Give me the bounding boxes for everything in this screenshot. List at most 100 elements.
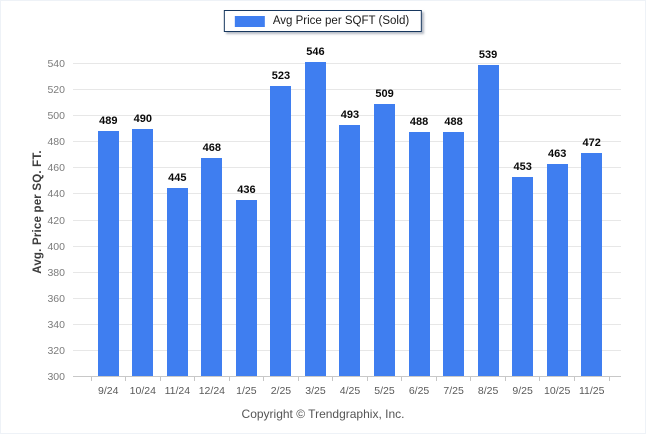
bar [581, 152, 603, 377]
gridline-520 [73, 89, 621, 91]
x-tick-label: 7/25 [443, 385, 464, 397]
x-tick-label: 12/24 [198, 385, 225, 397]
bar [443, 131, 465, 377]
x-tick-label: 2/25 [270, 385, 292, 397]
bar-group-11/24: 445 11/24 [160, 46, 195, 397]
x-axis-tick [435, 377, 437, 381]
legend-label: Avg Price per SQFT (Sold) [272, 15, 410, 27]
x-axis-tick [332, 377, 334, 381]
x-axis-tick [194, 377, 196, 381]
x-axis-tick [228, 377, 230, 381]
bar-value-label: 463 [547, 148, 567, 161]
bar-group-12/24: 468 12/24 [195, 46, 230, 397]
bar-value-label: 509 [375, 88, 394, 101]
bar-value-label: 523 [271, 70, 291, 83]
bar [477, 65, 499, 377]
bar-value-label: 436 [237, 183, 256, 196]
bar-group-2/25: 523 2/25 [264, 46, 299, 397]
bar [97, 130, 119, 377]
x-axis-tick [539, 377, 541, 381]
y-tick-label-420: 420 [47, 214, 65, 227]
x-axis-tick [573, 377, 575, 381]
bar-group-11/25: 472 11/25 [574, 46, 609, 397]
y-tick-label-360: 360 [47, 292, 65, 305]
x-tick-label: 4/25 [339, 385, 361, 397]
bar-group-10/24: 490 10/24 [126, 46, 161, 397]
bar-group-3/25: 546 3/25 [298, 46, 333, 397]
bar-group-6/25: 488 6/25 [402, 46, 437, 397]
x-tick-label: 6/25 [408, 385, 430, 397]
y-tick-label-320: 320 [47, 344, 65, 357]
bar-value-label: 490 [133, 113, 152, 126]
y-tick-label-300: 300 [47, 371, 65, 383]
bar [512, 177, 534, 377]
bar-value-label: 493 [340, 109, 360, 122]
x-axis-tick [263, 377, 265, 381]
bar-group-5/25: 509 5/25 [367, 46, 402, 397]
x-tick-label: 10/24 [129, 385, 156, 397]
bar-value-label: 468 [202, 141, 222, 154]
legend-swatch-icon [234, 15, 265, 27]
x-tick-label: 9/25 [512, 385, 533, 397]
bar [270, 86, 292, 377]
x-axis-tick [608, 377, 610, 381]
bar-value-label: 546 [306, 46, 325, 58]
x-axis-tick [504, 377, 506, 381]
x-axis-tick [470, 377, 472, 381]
bar [166, 187, 188, 377]
bar-value-label: 445 [168, 171, 187, 184]
y-tick-label-540: 540 [47, 58, 65, 70]
x-axis-tick [159, 377, 161, 381]
y-tick-label-440: 440 [47, 188, 65, 201]
bar [201, 157, 223, 377]
x-tick-label: 1/25 [236, 385, 257, 397]
bar [546, 164, 568, 377]
bar [235, 199, 257, 377]
x-tick-label: 9/24 [98, 385, 119, 397]
x-tick-label: 11/25 [578, 385, 605, 397]
x-tick-label: 10/25 [544, 385, 571, 397]
x-axis-tick [366, 377, 368, 381]
x-tick-label: 3/25 [305, 385, 326, 397]
bar [374, 104, 396, 377]
bar [408, 131, 430, 377]
bar-group-10/25: 463 10/25 [540, 46, 575, 397]
legend: Avg Price per SQFT (Sold) [223, 10, 423, 32]
bar [132, 129, 154, 377]
y-tick-label-400: 400 [47, 240, 65, 253]
bar-value-label: 472 [582, 136, 601, 149]
bar-value-label: 539 [478, 49, 498, 62]
bar-value-label: 488 [409, 115, 429, 128]
y-tick-label-520: 520 [47, 84, 65, 97]
y-tick-label-340: 340 [47, 318, 65, 331]
gridline-500 [73, 115, 621, 117]
x-axis-tick [297, 377, 299, 381]
y-tick-label-500: 500 [47, 110, 65, 123]
bar-group-1/25: 436 1/25 [229, 46, 264, 397]
x-axis-tick [125, 377, 127, 381]
x-axis-tick [401, 377, 403, 381]
bar-group-4/25: 493 4/25 [333, 46, 368, 397]
x-tick-label: 11/24 [164, 385, 191, 397]
gridline-540 [73, 63, 621, 64]
x-axis-tick [90, 377, 92, 381]
bar [339, 125, 361, 377]
x-tick-label: 8/25 [477, 385, 499, 397]
bar-value-label: 488 [444, 115, 463, 128]
bars-container: 489 9/24 490 10/24 445 11/24 468 12/24 436 1/25 52… [90, 46, 610, 397]
copyright-text: Copyright © Trendgraphix, Inc. [241, 407, 405, 421]
bar-value-label: 489 [99, 114, 118, 127]
bar-group-8/25: 539 8/25 [471, 46, 506, 397]
x-tick-label: 5/25 [374, 385, 395, 397]
y-tick-label-380: 380 [47, 266, 65, 279]
y-tick-label-480: 480 [47, 136, 65, 149]
bar [304, 62, 326, 377]
bar-value-label: 453 [513, 161, 532, 174]
plot-area: 300 320 340 360 380 400 420 440 460 480 500 520 540 … [47, 46, 621, 397]
bar-group-7/25: 488 7/25 [436, 46, 471, 397]
bar-group-9/24: 489 9/24 [91, 46, 126, 397]
bar-group-9/25: 453 9/25 [505, 46, 540, 397]
y-tick-label-460: 460 [47, 162, 65, 175]
x-axis-line [73, 376, 621, 377]
